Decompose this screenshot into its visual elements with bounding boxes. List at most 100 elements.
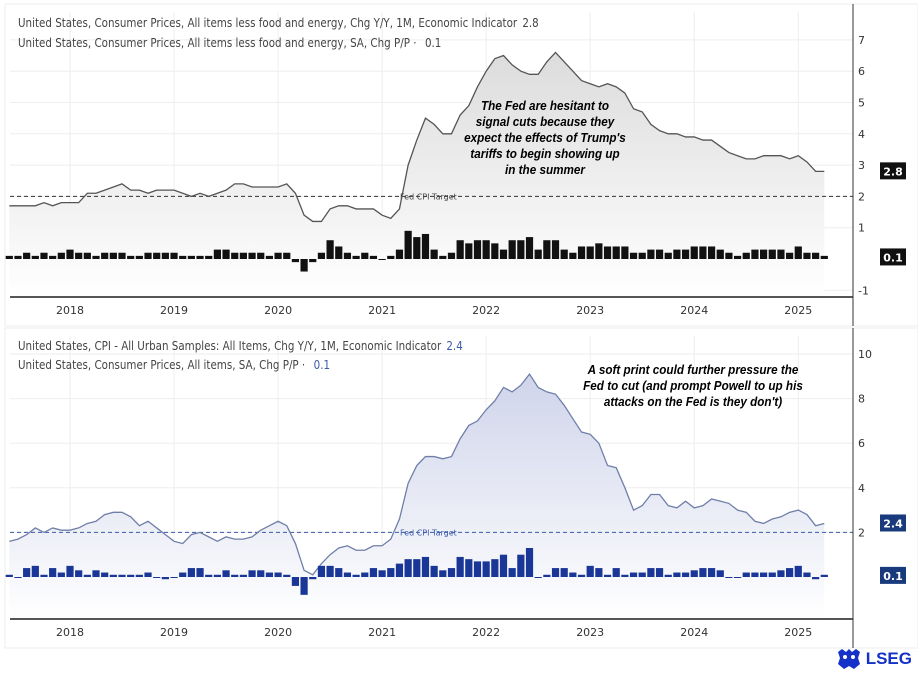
bar xyxy=(525,548,534,577)
last-value-label: 0.1 xyxy=(883,570,903,583)
last-value-label: 2.8 xyxy=(883,165,903,178)
bar xyxy=(118,252,126,259)
y-tick-label: 6 xyxy=(858,65,865,78)
bar xyxy=(664,252,672,259)
bar xyxy=(196,568,204,577)
bar xyxy=(309,577,317,580)
bar xyxy=(309,259,317,263)
bar xyxy=(577,574,586,577)
x-tick-label: 2025 xyxy=(784,626,812,639)
series-area xyxy=(9,52,825,297)
bar xyxy=(369,568,378,577)
legend-series-4: United States, Consumer Prices, All item… xyxy=(18,358,331,372)
y-tick-label: 1 xyxy=(858,222,865,235)
bar xyxy=(629,572,638,577)
bar xyxy=(179,572,187,577)
bar xyxy=(647,249,655,259)
legend-label: United States, Consumer Prices, All item… xyxy=(18,36,410,50)
bar xyxy=(239,574,247,577)
bar xyxy=(118,574,126,577)
bar xyxy=(569,252,577,259)
legend-series-3: United States, CPI - All Urban Samples: … xyxy=(18,339,463,353)
bar xyxy=(14,577,22,578)
bar xyxy=(655,249,664,259)
y-tick-label: 6 xyxy=(858,437,865,450)
last-value-badge xyxy=(880,514,906,532)
bar xyxy=(300,577,308,595)
bar xyxy=(248,570,256,577)
bar xyxy=(760,572,768,577)
bar xyxy=(335,246,343,259)
bar xyxy=(560,249,568,259)
bar xyxy=(690,570,698,577)
bar xyxy=(343,252,352,259)
bar xyxy=(231,574,239,577)
bar xyxy=(742,572,750,577)
bar xyxy=(404,230,412,259)
x-tick-label: 2024 xyxy=(680,626,708,639)
x-tick-label: 2018 xyxy=(56,626,84,639)
bar xyxy=(508,568,516,577)
last-value-badge xyxy=(880,248,906,266)
x-tick-label: 2024 xyxy=(680,304,708,317)
x-tick-label: 2021 xyxy=(368,304,396,317)
bar xyxy=(187,255,195,259)
bar xyxy=(222,570,230,577)
bar xyxy=(395,249,404,259)
bar xyxy=(222,249,230,259)
bar xyxy=(586,565,594,577)
bar xyxy=(456,556,464,577)
bar xyxy=(465,559,473,577)
bar xyxy=(257,570,265,577)
legend-value: 2.4 xyxy=(446,339,463,353)
bar xyxy=(378,259,386,260)
bar xyxy=(447,252,456,259)
bar xyxy=(352,574,360,577)
legend-series-2: United States, Consumer Prices, All item… xyxy=(18,36,442,50)
bar xyxy=(777,570,785,577)
x-tick-label: 2023 xyxy=(576,626,604,639)
bar xyxy=(352,255,360,259)
bar xyxy=(179,255,187,259)
bar xyxy=(768,249,776,259)
bar xyxy=(777,249,785,259)
bar xyxy=(413,237,421,259)
bar xyxy=(31,565,39,577)
bar xyxy=(499,554,508,577)
bar xyxy=(49,568,57,577)
bar xyxy=(135,574,143,577)
bar xyxy=(603,574,612,577)
bar xyxy=(101,572,109,577)
fed-target-label: Fed CPI Target xyxy=(400,192,457,201)
y-tick-label: 3 xyxy=(858,159,865,172)
bar xyxy=(525,237,534,259)
y-tick-label: 2 xyxy=(858,190,865,203)
bar xyxy=(5,574,13,577)
bar xyxy=(361,572,369,577)
bar xyxy=(144,572,152,577)
y-tick-label: 10 xyxy=(858,348,872,361)
bar xyxy=(413,559,421,577)
bar xyxy=(638,252,646,259)
y-tick-label: -1 xyxy=(858,284,869,297)
bar xyxy=(681,572,690,577)
series-area xyxy=(9,374,825,619)
bar xyxy=(586,246,594,259)
bar xyxy=(66,565,74,577)
bar xyxy=(803,572,811,577)
bar xyxy=(187,568,195,577)
bar xyxy=(534,577,542,578)
bar xyxy=(387,255,395,259)
bar xyxy=(153,577,161,578)
lseg-logo: LSEG xyxy=(836,648,912,670)
bar xyxy=(439,255,447,259)
bar xyxy=(92,570,100,577)
bar xyxy=(170,252,178,259)
bar xyxy=(751,572,759,577)
bar xyxy=(23,252,31,259)
bar xyxy=(690,246,698,259)
bar xyxy=(127,574,135,577)
bar xyxy=(638,572,646,577)
x-tick-label: 2021 xyxy=(368,626,396,639)
